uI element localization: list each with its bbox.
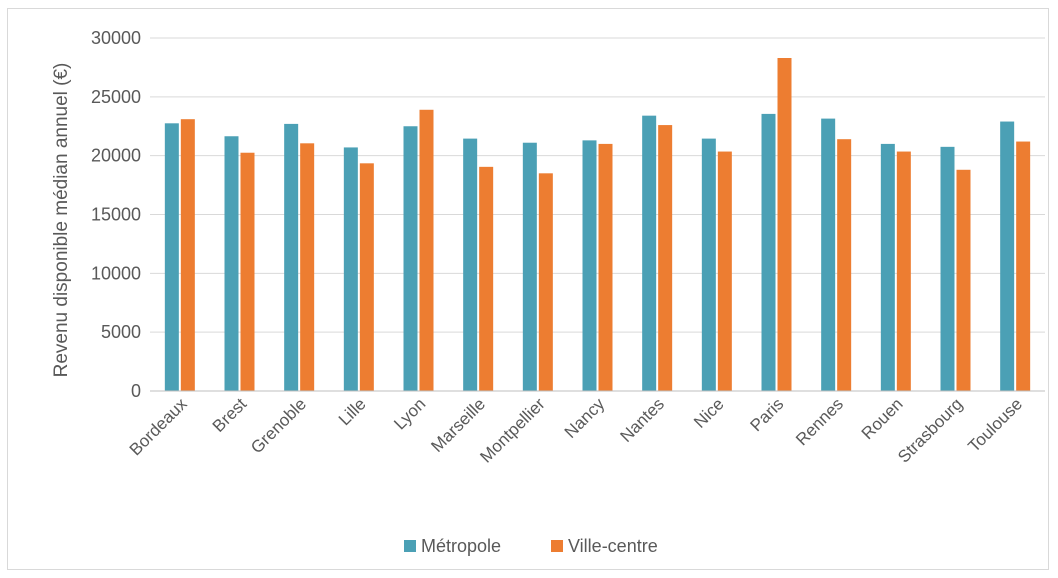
y-axis-title: Revenu disponible médian annuel (€) xyxy=(51,63,72,378)
bar-ville-centre-montpellier xyxy=(538,173,553,391)
legend-label: Métropole xyxy=(421,536,501,556)
legend: Métropole Ville-centre xyxy=(404,536,658,556)
y-tick-label: 25000 xyxy=(91,87,141,107)
x-category-label: Strasbourg xyxy=(894,394,966,466)
bar-ville-centre-rouen xyxy=(896,151,911,391)
bar-metropole-nancy xyxy=(582,140,597,391)
x-category-label: Toulouse xyxy=(964,394,1026,456)
bar-ville-centre-brest xyxy=(240,152,255,391)
x-category-label: Nice xyxy=(690,394,727,431)
y-tick-label: 30000 xyxy=(91,28,141,48)
y-tick-labels: 0 5000 10000 15000 20000 25000 30000 xyxy=(91,28,141,401)
x-category-label: Brest xyxy=(209,394,251,436)
bar-metropole-marseille xyxy=(463,138,478,391)
bar-ville-centre-nice xyxy=(717,151,732,391)
bar-ville-centre-nancy xyxy=(598,143,613,391)
x-category-label: Nancy xyxy=(561,394,609,442)
bar-ville-centre-toulouse xyxy=(1016,141,1031,391)
y-tick-label: 5000 xyxy=(101,322,141,342)
bar-metropole-nice xyxy=(701,138,716,391)
legend-swatch xyxy=(404,540,416,552)
legend-item-ville-centre: Ville-centre xyxy=(551,536,658,556)
x-category-label: Lille xyxy=(335,394,370,429)
y-tick-label: 10000 xyxy=(91,263,141,283)
y-tick-label: 20000 xyxy=(91,146,141,166)
bar-ville-centre-nantes xyxy=(658,125,673,391)
y-tick-label: 0 xyxy=(131,381,141,401)
bar-metropole-bordeaux xyxy=(164,123,179,391)
bar-metropole-nantes xyxy=(642,115,657,391)
bar-ville-centre-bordeaux xyxy=(180,119,195,391)
bar-ville-centre-strasbourg xyxy=(956,169,971,391)
bar-ville-centre-rennes xyxy=(837,139,852,391)
bar-metropole-rouen xyxy=(880,143,895,391)
bar-metropole-brest xyxy=(224,136,239,391)
legend-label: Ville-centre xyxy=(568,536,658,556)
bar-metropole-grenoble xyxy=(284,123,299,391)
bar-ville-centre-lyon xyxy=(419,109,434,391)
gridlines xyxy=(150,37,1045,333)
x-category-label: Marseille xyxy=(427,394,489,456)
x-category-label: Rouen xyxy=(858,394,907,443)
x-category-label: Lyon xyxy=(390,394,429,433)
x-category-label: Bordeaux xyxy=(126,394,191,459)
bar-metropole-lille xyxy=(343,147,358,391)
bar-ville-centre-grenoble xyxy=(300,143,315,391)
bar-metropole-paris xyxy=(761,113,776,392)
y-tick-label: 15000 xyxy=(91,205,141,225)
bar-ville-centre-lille xyxy=(359,163,374,391)
bars xyxy=(164,58,1031,392)
x-category-label: Grenoble xyxy=(247,394,310,457)
x-category-label: Nantes xyxy=(616,394,668,446)
bar-metropole-strasbourg xyxy=(940,146,955,391)
bar-ville-centre-paris xyxy=(777,58,792,392)
bar-metropole-toulouse xyxy=(1000,121,1015,391)
bar-metropole-montpellier xyxy=(522,142,537,391)
legend-swatch xyxy=(551,540,563,552)
x-category-label: Rennes xyxy=(792,394,847,449)
bar-ville-centre-marseille xyxy=(479,166,494,391)
bar-metropole-lyon xyxy=(403,126,418,391)
x-category-label: Montpellier xyxy=(476,394,548,466)
x-category-label: Paris xyxy=(747,394,788,435)
legend-item-metropole: Métropole xyxy=(404,536,501,556)
bar-metropole-rennes xyxy=(821,118,836,391)
